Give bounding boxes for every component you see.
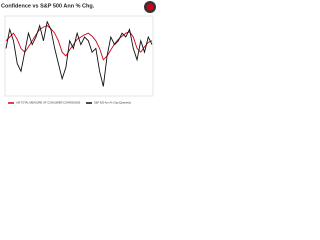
series-line: [5, 20, 153, 87]
chart: Confidence vs S&P 500 Ann % Chg. UM TOTA…: [0, 0, 160, 120]
plot-frame: [4, 15, 154, 97]
logo: [144, 1, 156, 13]
legend-label: S&P 500 Ann % Chg (Quarterly): [94, 101, 131, 105]
chart-title: Confidence vs S&P 500 Ann % Chg.: [1, 3, 95, 9]
legend-label: UM TOTAL MEASURE OF CONSUMER CONFIDENCE: [16, 101, 81, 105]
background: [0, 0, 160, 120]
